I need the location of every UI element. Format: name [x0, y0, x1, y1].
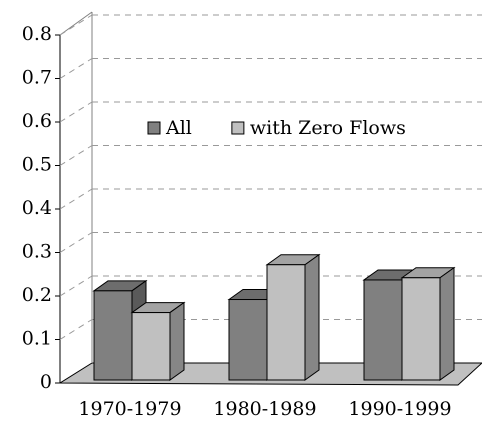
y-tick-label: 0.4 — [22, 197, 52, 219]
y-tick-label: 0.8 — [22, 23, 52, 45]
bar — [131, 312, 171, 381]
bar-side — [304, 253, 320, 381]
bar-side — [169, 301, 185, 381]
x-tick-label: 1980-1989 — [213, 398, 316, 420]
legend-label: All — [165, 117, 192, 139]
side-grid-line — [59, 14, 93, 36]
side-grid-line — [59, 101, 93, 123]
side-grid-line — [59, 188, 93, 210]
bar — [266, 264, 306, 381]
x-tick-label: 1970-1979 — [78, 398, 181, 420]
bar-side — [439, 266, 455, 381]
y-tick-label: 0.2 — [22, 284, 52, 306]
bar — [363, 279, 403, 381]
left-wall-edge — [59, 11, 93, 36]
y-tick-label: 0.7 — [22, 67, 52, 89]
y-tick-label: 0.1 — [22, 328, 52, 350]
side-grid-line — [59, 58, 93, 79]
x-tick-label: 1990-1999 — [348, 398, 451, 420]
y-tick-label: 0.3 — [22, 241, 52, 263]
side-grid-line — [59, 319, 93, 340]
legend-label: with Zero Flows — [250, 117, 406, 139]
bar — [228, 299, 268, 381]
side-grid-line — [59, 232, 93, 253]
y-tick-label: 0.6 — [22, 110, 52, 132]
bar — [401, 277, 441, 381]
bar — [93, 290, 133, 381]
y-tick-label: 0.5 — [22, 154, 52, 176]
legend-swatch — [147, 121, 161, 135]
side-grid-line — [59, 145, 93, 166]
side-grid-line — [59, 275, 93, 297]
legend-swatch — [231, 121, 245, 135]
y-tick-label: 0 — [40, 371, 52, 393]
